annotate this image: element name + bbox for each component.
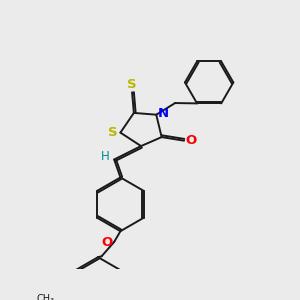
Text: O: O <box>186 134 197 147</box>
Text: H: H <box>101 150 110 163</box>
Text: N: N <box>158 107 169 120</box>
Text: CH₃: CH₃ <box>37 294 55 300</box>
Text: S: S <box>108 126 117 139</box>
Text: O: O <box>101 236 112 249</box>
Text: S: S <box>127 78 137 91</box>
